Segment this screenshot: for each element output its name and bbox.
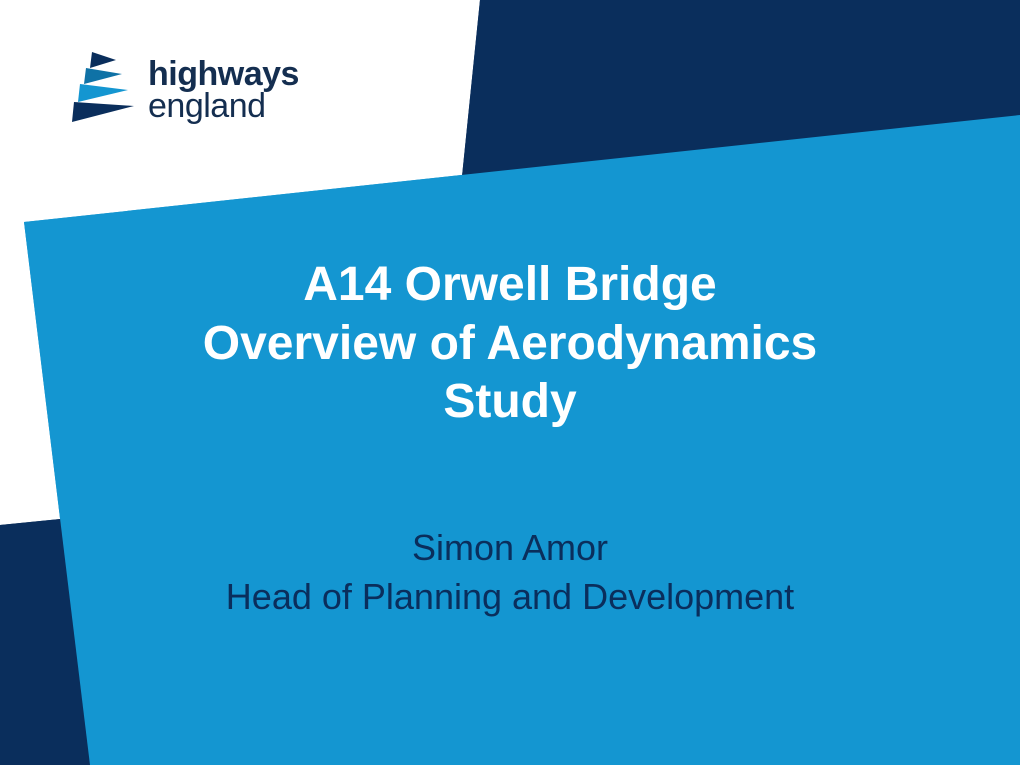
presenter-role: Head of Planning and Development	[0, 573, 1020, 622]
title-line-3: Study	[0, 373, 1020, 432]
presenter-name: Simon Amor	[0, 524, 1020, 573]
slide: highways england A14 Orwell Bridge Overv…	[0, 0, 1020, 765]
subtitle-block: Simon Amor Head of Planning and Developm…	[0, 524, 1020, 621]
logo-icon	[72, 50, 134, 130]
title-block: A14 Orwell Bridge Overview of Aerodynami…	[0, 256, 1020, 432]
title-line-1: A14 Orwell Bridge	[0, 256, 1020, 315]
title-line-2: Overview of Aerodynamics	[0, 315, 1020, 374]
logo-word-top: highways	[148, 58, 299, 90]
logo-flag-4	[72, 102, 134, 122]
logo-flag-1	[90, 52, 116, 68]
mid-blue-panel	[24, 115, 1020, 765]
logo-flag-2	[84, 68, 122, 84]
logo-flag-3	[78, 84, 128, 102]
logo-word-bottom: england	[148, 90, 299, 122]
logo: highways england	[72, 50, 299, 130]
logo-text: highways england	[148, 58, 299, 123]
